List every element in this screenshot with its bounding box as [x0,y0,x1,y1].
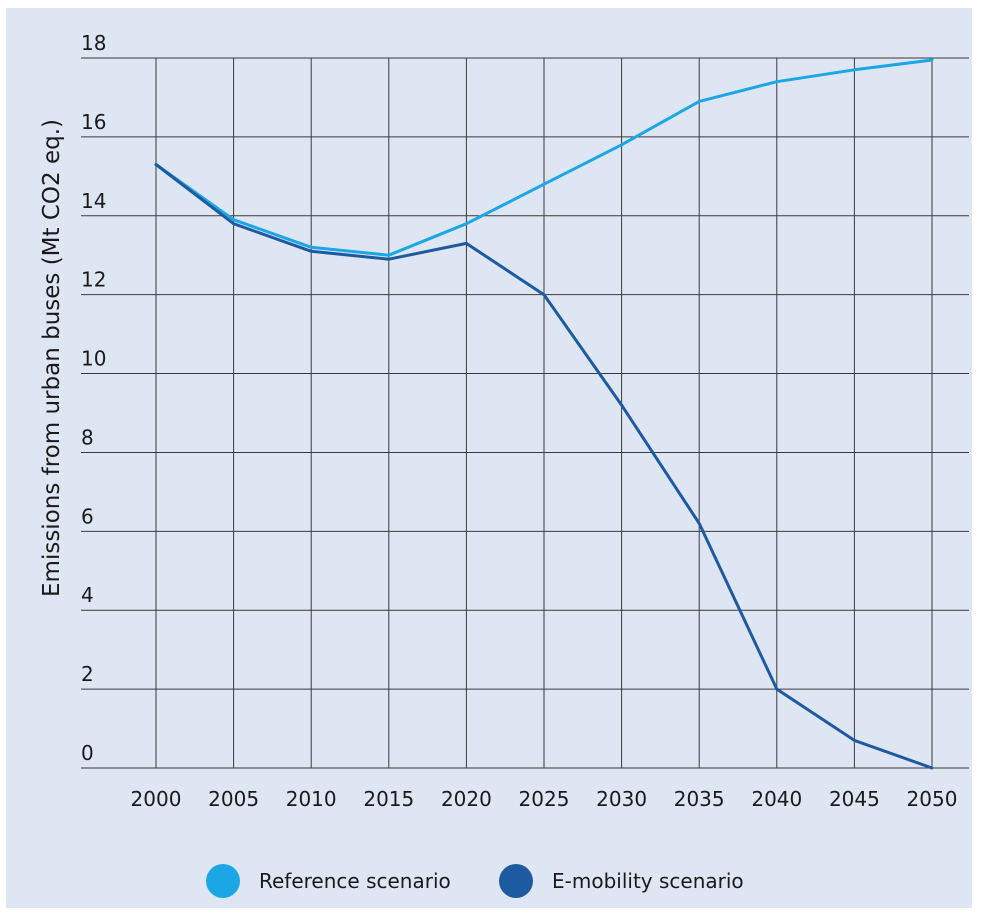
x-tick-label: 2030 [596,787,647,811]
y-tick-label: 0 [81,741,94,765]
legend-label: Reference scenario [259,869,451,893]
x-tick-label: 2025 [519,787,570,811]
legend-swatch [499,864,533,898]
x-tick-label: 2040 [751,787,802,811]
series-line-e-mobility [154,163,934,770]
chart-panel: 0 2 4 6 8 10 12 14 16 18 2000 2005 2010 2015 2020 2025… [6,8,972,908]
x-tick-label: 2035 [674,787,725,811]
x-tick-label: 2005 [208,787,259,811]
y-axis-ticks: 0 2 4 6 8 10 12 14 16 18 [81,31,106,765]
y-tick-label: 4 [81,583,94,607]
y-tick-label: 18 [81,31,106,55]
x-axis-ticks: 2000 2005 2010 2015 2020 2025 2030 2035 2040 2045… [131,787,958,811]
y-tick-label: 16 [81,110,106,134]
y-tick-label: 14 [81,189,106,213]
grid [81,57,969,769]
x-tick-label: 2000 [131,787,182,811]
y-tick-label: 12 [81,268,106,292]
y-tick-label: 8 [81,425,94,449]
x-tick-label: 2045 [829,787,880,811]
y-axis-title: Emissions from urban buses (Mt CO2 eq.) [39,119,65,597]
series-lines [154,58,934,770]
legend-label: E-mobility scenario [552,869,744,893]
series-line-reference [154,58,934,257]
x-tick-label: 2015 [363,787,414,811]
x-tick-label: 2050 [907,787,958,811]
y-tick-label: 10 [81,347,106,371]
legend-swatch [206,864,240,898]
y-tick-label: 6 [81,504,94,528]
line-chart: 0 2 4 6 8 10 12 14 16 18 2000 2005 2010 2015 2020 2025… [39,31,969,898]
x-tick-label: 2020 [441,787,492,811]
y-tick-label: 2 [81,662,94,686]
x-tick-label: 2010 [286,787,337,811]
legend: Reference scenario E-mobility scenario [206,864,744,898]
